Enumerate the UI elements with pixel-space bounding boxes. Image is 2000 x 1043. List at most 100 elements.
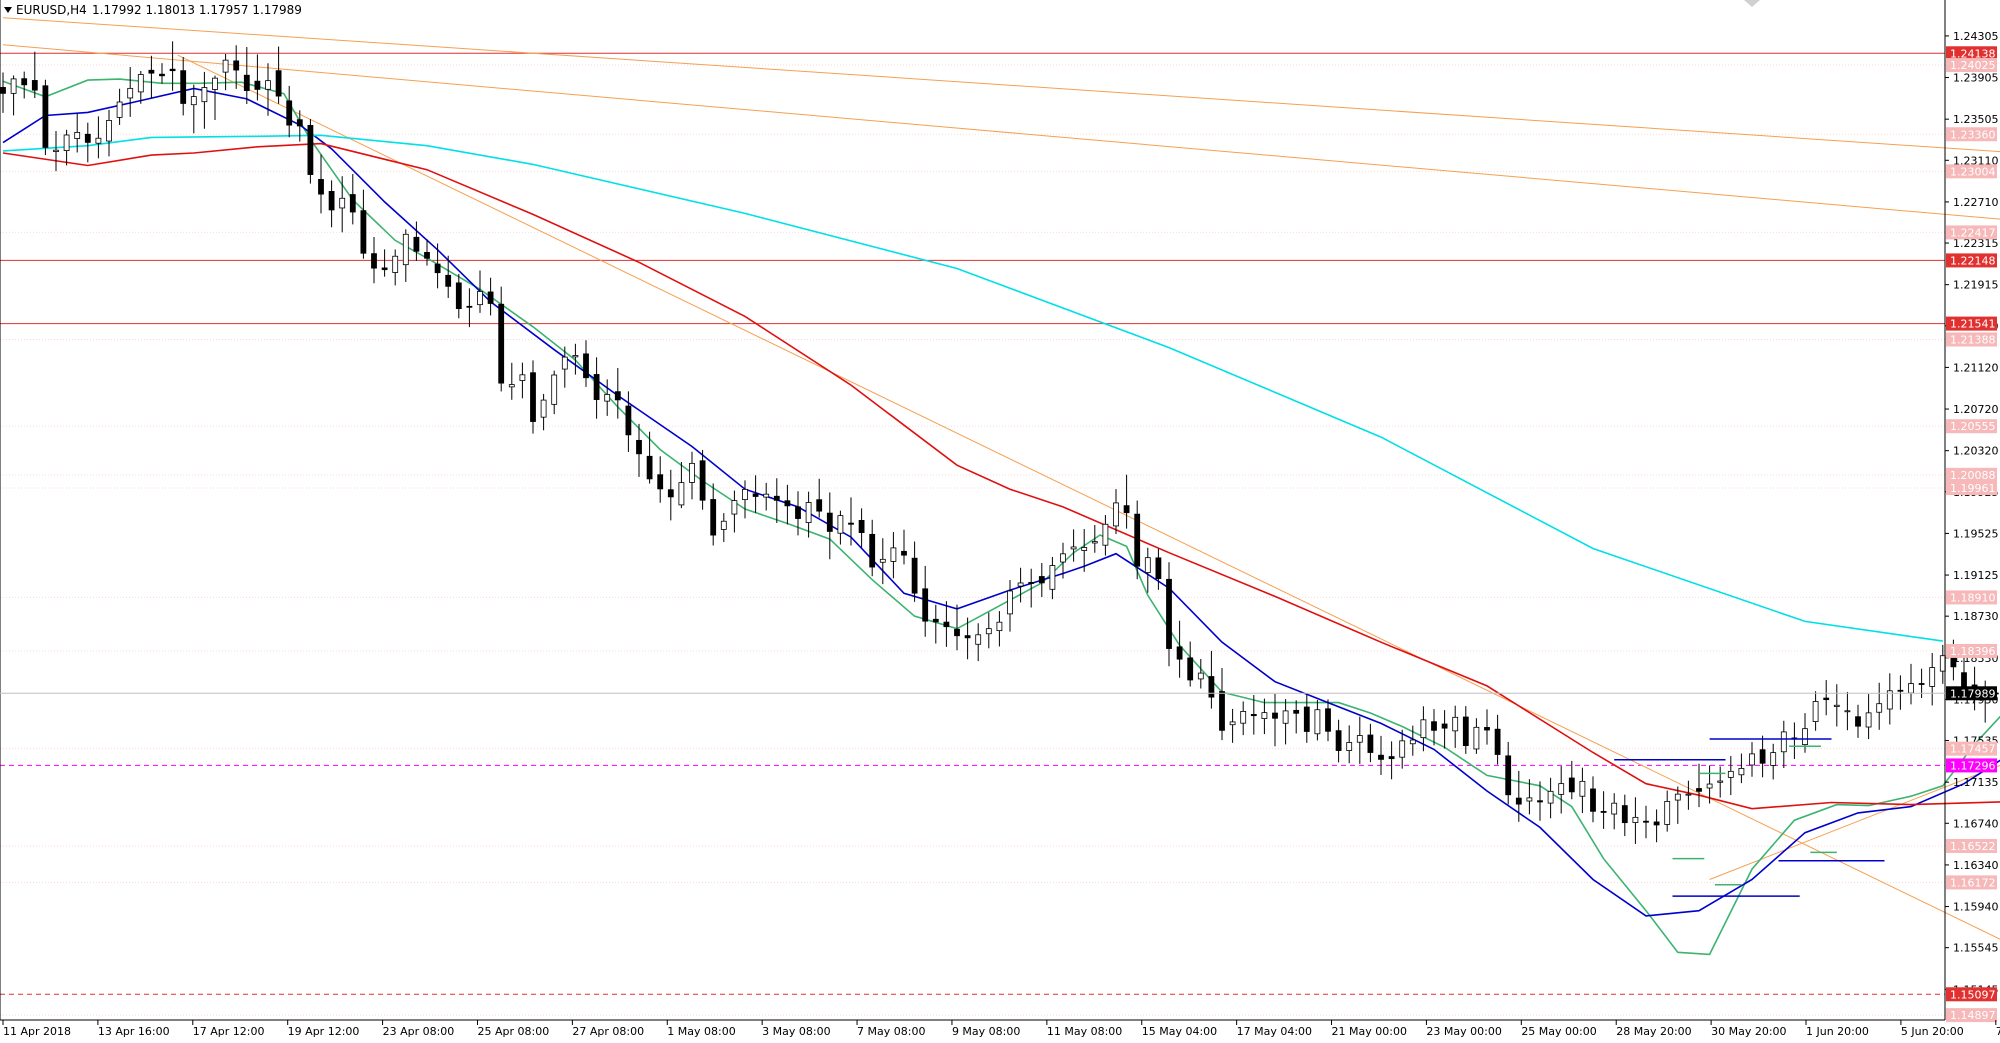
candle xyxy=(1505,741,1512,805)
candle xyxy=(180,57,187,116)
candle-body xyxy=(137,74,144,93)
price-level-tag xyxy=(1946,253,1997,268)
candle xyxy=(1621,794,1628,837)
candle-body xyxy=(1802,728,1808,746)
time-tick-label: 9 May 08:00 xyxy=(952,1025,1020,1038)
candle-body xyxy=(1929,667,1936,687)
candle-body xyxy=(911,557,918,594)
candle-body xyxy=(1526,797,1533,802)
candle-body xyxy=(1749,753,1755,766)
price-level-tag-label: 1.22148 xyxy=(1950,254,1996,267)
candle xyxy=(328,180,335,228)
time-tick-label: 1 Jun 20:00 xyxy=(1806,1025,1869,1038)
candle xyxy=(498,286,505,392)
candle xyxy=(731,490,738,533)
candle xyxy=(1144,547,1151,593)
candle-body xyxy=(243,74,250,91)
candle xyxy=(1081,529,1088,572)
candle-body xyxy=(1865,712,1872,728)
candle-body xyxy=(1759,749,1766,764)
candle-body xyxy=(424,251,430,259)
candle xyxy=(1197,658,1204,689)
candle-body xyxy=(1484,727,1490,731)
candle xyxy=(1664,790,1671,832)
candle xyxy=(1060,542,1066,579)
candle xyxy=(508,362,515,400)
candle xyxy=(296,110,303,142)
price-level-tag xyxy=(1946,838,1997,853)
price-tick-label: 1.22710 xyxy=(1953,196,1999,209)
candle xyxy=(1420,706,1427,752)
candle-body xyxy=(1378,754,1384,760)
candle-body xyxy=(84,133,91,143)
candle-body xyxy=(1855,716,1861,727)
price-level-tag-label: 1.15097 xyxy=(1950,988,1996,1001)
candle xyxy=(233,45,240,89)
candle xyxy=(1515,770,1522,822)
time-tick-label: 23 Apr 08:00 xyxy=(383,1025,455,1038)
candle-body xyxy=(381,267,388,271)
candle-body xyxy=(667,489,674,498)
candle xyxy=(1176,620,1183,678)
candle-body xyxy=(1876,703,1883,713)
candle xyxy=(1770,743,1777,780)
price-tick-label: 1.21915 xyxy=(1953,279,1999,292)
candle-body xyxy=(434,263,441,274)
candle xyxy=(169,41,176,91)
candle-body xyxy=(1961,672,1967,687)
candle-body xyxy=(1229,721,1236,726)
candle xyxy=(1134,500,1141,580)
candle-body xyxy=(1409,739,1416,745)
candle xyxy=(1855,704,1861,738)
candle xyxy=(1113,489,1119,535)
candle xyxy=(477,270,483,313)
candle xyxy=(445,255,452,298)
candle xyxy=(964,617,971,660)
price-level-tag-label: 1.18910 xyxy=(1950,591,1996,604)
candle xyxy=(1537,781,1543,821)
candle xyxy=(1293,700,1300,734)
candle xyxy=(243,47,250,104)
price-tick-label: 1.15940 xyxy=(1953,901,1999,914)
trendline xyxy=(2,17,2000,153)
candle xyxy=(1547,777,1554,819)
candle-body xyxy=(1674,793,1681,801)
candle xyxy=(148,55,155,99)
candle-body xyxy=(116,101,123,118)
time-tick-label: 3 May 08:00 xyxy=(762,1025,830,1038)
candle xyxy=(530,360,536,434)
price-level-tag-label: 1.24138 xyxy=(1950,47,1996,60)
candle xyxy=(1484,709,1490,745)
candle xyxy=(1272,693,1278,747)
candle xyxy=(646,431,653,484)
candle-body xyxy=(63,134,70,152)
candle xyxy=(742,480,748,519)
candle xyxy=(1219,667,1225,741)
candle xyxy=(1017,567,1024,603)
candle xyxy=(540,393,547,431)
candle-body xyxy=(996,621,1003,632)
collapse-triangle-icon[interactable] xyxy=(4,7,12,13)
price-level-tag xyxy=(1946,419,1997,434)
price-level-tag-label: 1.16522 xyxy=(1950,840,1996,853)
candle xyxy=(879,538,886,585)
candle-body xyxy=(159,73,165,77)
candle-body xyxy=(1696,788,1702,792)
candle-body xyxy=(466,305,473,308)
candle xyxy=(53,131,59,172)
candle xyxy=(816,478,823,518)
chart-frame xyxy=(0,0,1946,1021)
candle xyxy=(1282,699,1289,745)
candle-body xyxy=(985,628,992,635)
candle-body xyxy=(1335,730,1342,751)
candle xyxy=(254,54,261,101)
candle-body xyxy=(1537,800,1543,803)
time-tick-label: 23 May 00:00 xyxy=(1426,1025,1501,1038)
price-level-tag xyxy=(1946,467,1997,482)
candle-body xyxy=(1844,710,1851,713)
candle xyxy=(1303,694,1310,743)
time-tick-label: 13 Apr 16:00 xyxy=(98,1025,170,1038)
